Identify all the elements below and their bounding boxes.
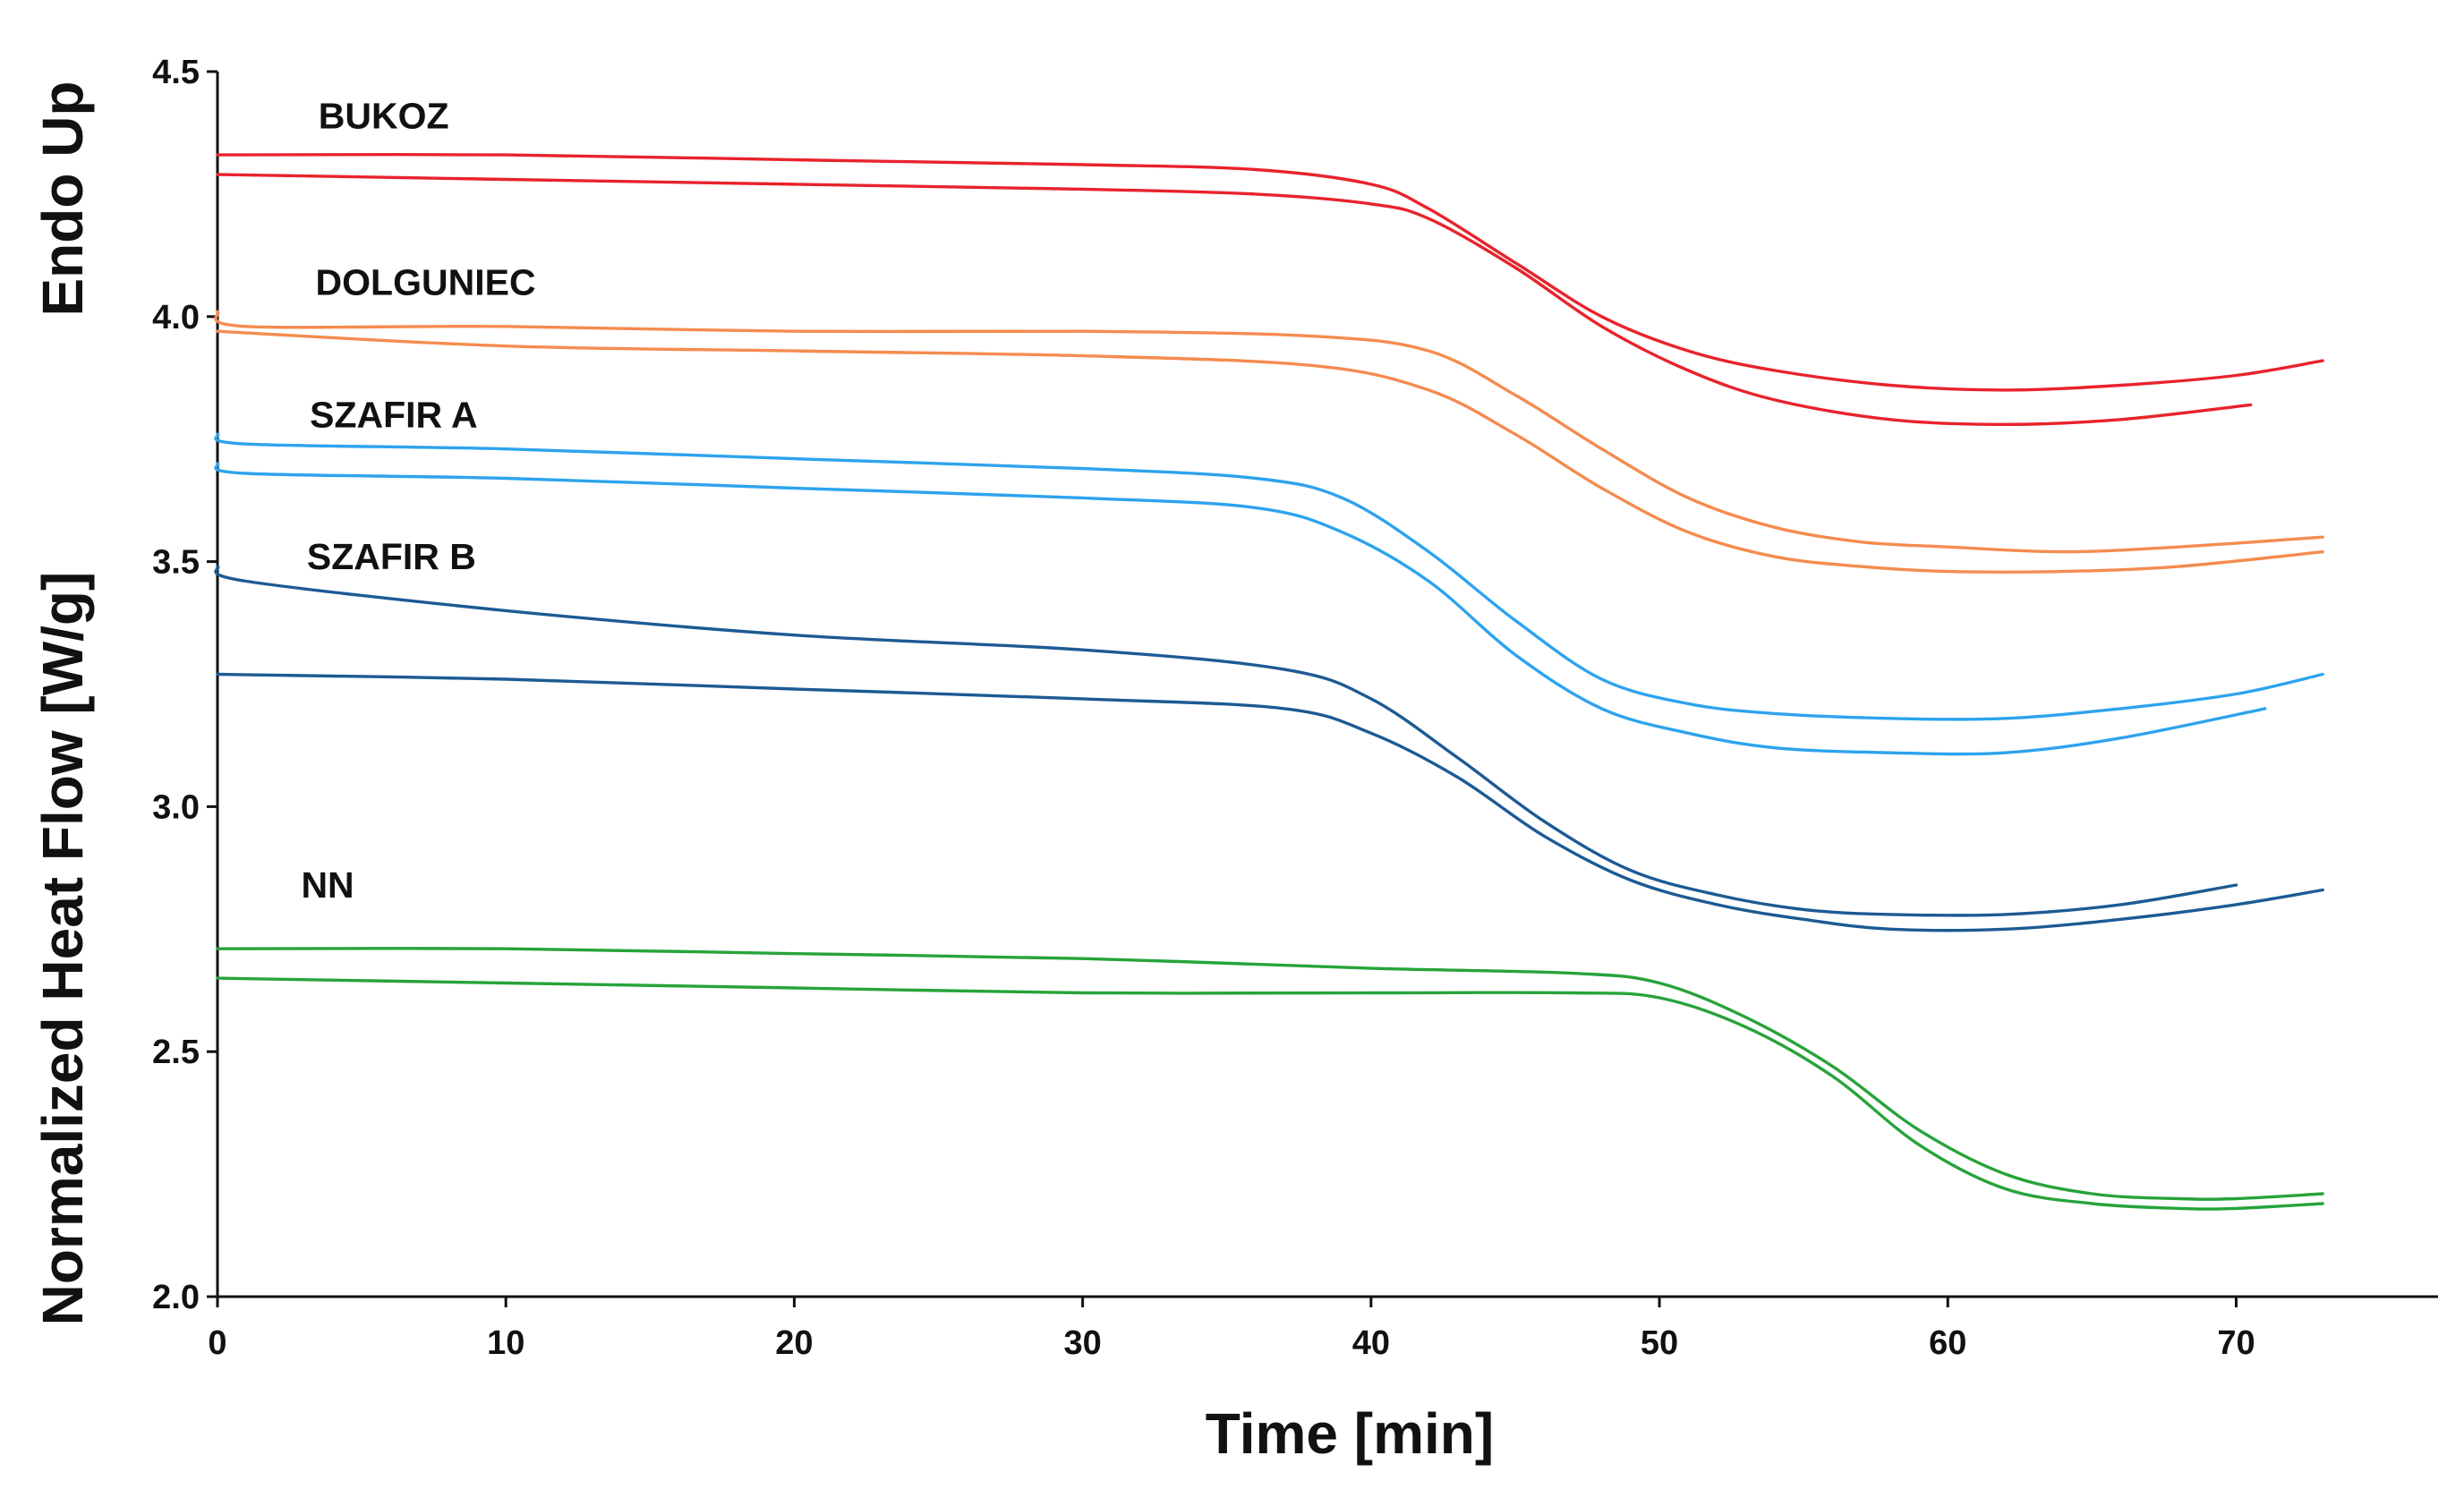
x-axis-title: Time [min]: [1206, 1401, 1494, 1466]
y-tick-label: 4.5: [152, 54, 200, 91]
series-label-bukoz: BUKOZ: [319, 95, 449, 136]
series-line-bukoz-2: [216, 173, 2253, 426]
series-label-nn: NN: [301, 864, 354, 906]
series-label-szafir-b: SZAFIR B: [307, 536, 476, 577]
series-label-dolguniec: DOLGUNIEC: [316, 261, 536, 302]
y-tick-label: 2.0: [152, 1279, 200, 1316]
x-tick-label: 20: [775, 1324, 813, 1362]
x-tick-label: 0: [208, 1324, 226, 1362]
series-line-szafir-a-2: [214, 462, 2267, 756]
x-tick-label: 70: [2217, 1324, 2255, 1362]
x-ticks: 0 10 20 30 40 50 60 70: [208, 1297, 2255, 1362]
y-tick-label: 2.5: [152, 1034, 200, 1071]
series-label-szafir-a: SZAFIR A: [310, 394, 478, 435]
x-tick-label: 50: [1641, 1324, 1678, 1362]
series-line-dolguniec-2: [216, 329, 2324, 574]
series-labels: BUKOZ DOLGUNIEC SZAFIR A SZAFIR B NN: [301, 95, 535, 906]
y-ticks: 2.0 2.5 3.0 3.5 4.0 4.5: [152, 54, 217, 1316]
x-tick-label: 30: [1063, 1324, 1101, 1362]
series-line-szafir-b-1: [214, 565, 2238, 917]
series-line-nn-2: [216, 976, 2324, 1211]
y-tick-label: 3.5: [152, 544, 200, 582]
y-tick-label: 3.0: [152, 788, 200, 826]
series-line-szafir-b-2: [216, 672, 2324, 932]
x-tick-label: 10: [487, 1324, 524, 1362]
x-tick-label: 40: [1352, 1324, 1390, 1362]
series-line-szafir-a-1: [214, 432, 2324, 721]
series-line-dolguniec-1: [214, 310, 2324, 554]
y-axis-title: Normalized Heat Flow [W/g]: [30, 572, 95, 1326]
endo-up-annotation: Endo Up: [30, 81, 95, 316]
series-group: [214, 153, 2324, 1211]
y-tick-label: 4.0: [152, 299, 200, 336]
series-line-nn-1: [216, 947, 2324, 1201]
series-line-bukoz-1: [216, 153, 2324, 392]
axes: [216, 72, 2438, 1298]
x-tick-label: 60: [1929, 1324, 1966, 1362]
